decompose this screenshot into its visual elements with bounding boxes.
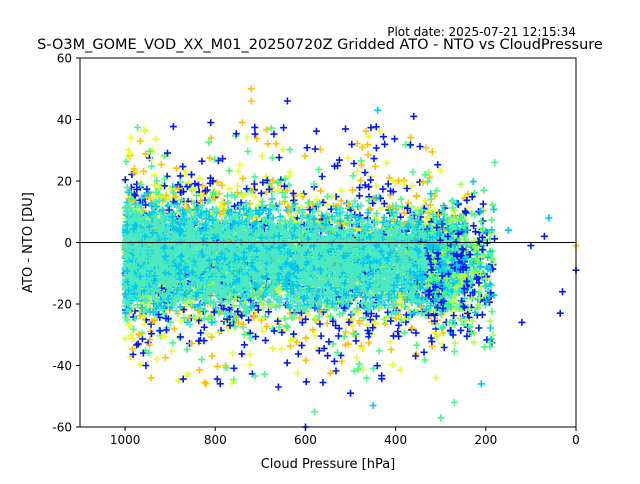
data-point: [231, 323, 239, 331]
data-point: [161, 182, 169, 190]
data-point: [408, 324, 416, 332]
data-point: [151, 181, 159, 189]
plot-area: [80, 85, 580, 431]
data-point: [129, 325, 137, 333]
data-point: [366, 205, 374, 213]
data-point: [269, 344, 277, 352]
data-point: [123, 316, 131, 324]
data-point: [296, 314, 303, 322]
data-point: [290, 330, 298, 338]
data-point: [274, 186, 282, 194]
data-point: [234, 307, 242, 315]
data-point: [284, 323, 292, 331]
data-point: [224, 199, 232, 207]
data-point: [347, 311, 355, 319]
data-point: [342, 328, 350, 336]
data-point: [397, 195, 405, 203]
data-point: [293, 338, 301, 346]
data-point: [384, 308, 392, 316]
data-point: [164, 202, 172, 210]
data-point: [234, 319, 242, 326]
data-point: [315, 166, 323, 173]
data-point: [188, 171, 195, 179]
data-point: [298, 341, 306, 349]
data-point: [234, 182, 242, 190]
data-point: [372, 182, 380, 190]
data-point: [349, 322, 357, 330]
data-point: [142, 201, 150, 209]
data-point: [317, 187, 325, 195]
data-point: [215, 190, 223, 198]
data-point: [157, 161, 165, 168]
data-point: [170, 325, 178, 333]
data-point: [355, 192, 363, 200]
data-point: [176, 172, 184, 180]
data-point: [169, 339, 177, 347]
plot-date: Plot date: 2025-07-21 12:15:34: [387, 25, 576, 39]
chart-title: S-O3M_GOME_VOD_XX_M01_20250720Z Gridded …: [37, 37, 603, 53]
data-point: [121, 335, 129, 342]
data-point: [337, 187, 345, 194]
data-point: [386, 338, 394, 346]
data-point: [239, 174, 247, 182]
data-point: [283, 359, 291, 367]
data-point: [183, 345, 191, 353]
data-point: [251, 186, 258, 194]
data-point: [127, 134, 135, 142]
data-point: [191, 180, 199, 188]
data-point: [126, 321, 134, 329]
data-point: [259, 327, 266, 335]
data-point: [245, 316, 253, 324]
data-point: [400, 329, 408, 337]
data-point: [203, 330, 211, 338]
data-point: [210, 187, 218, 195]
data-point: [400, 209, 408, 217]
data-point: [356, 317, 364, 325]
data-point: [210, 195, 218, 202]
data-point: [421, 196, 429, 204]
data-point: [430, 206, 438, 214]
data-point: [413, 192, 420, 200]
data-point: [262, 172, 270, 180]
data-point: [225, 185, 233, 193]
data-point: [304, 311, 312, 319]
data-point: [268, 196, 276, 203]
data-point: [387, 346, 395, 354]
data-point: [448, 307, 456, 315]
data-point: [200, 323, 208, 331]
data-point: [398, 203, 406, 211]
data-point: [246, 334, 254, 342]
data-point: [433, 187, 440, 195]
data-point: [317, 332, 325, 340]
data-point: [290, 197, 298, 204]
data-point: [283, 187, 291, 195]
data-point: [278, 345, 285, 353]
data-point: [316, 320, 324, 328]
data-point: [197, 329, 205, 337]
